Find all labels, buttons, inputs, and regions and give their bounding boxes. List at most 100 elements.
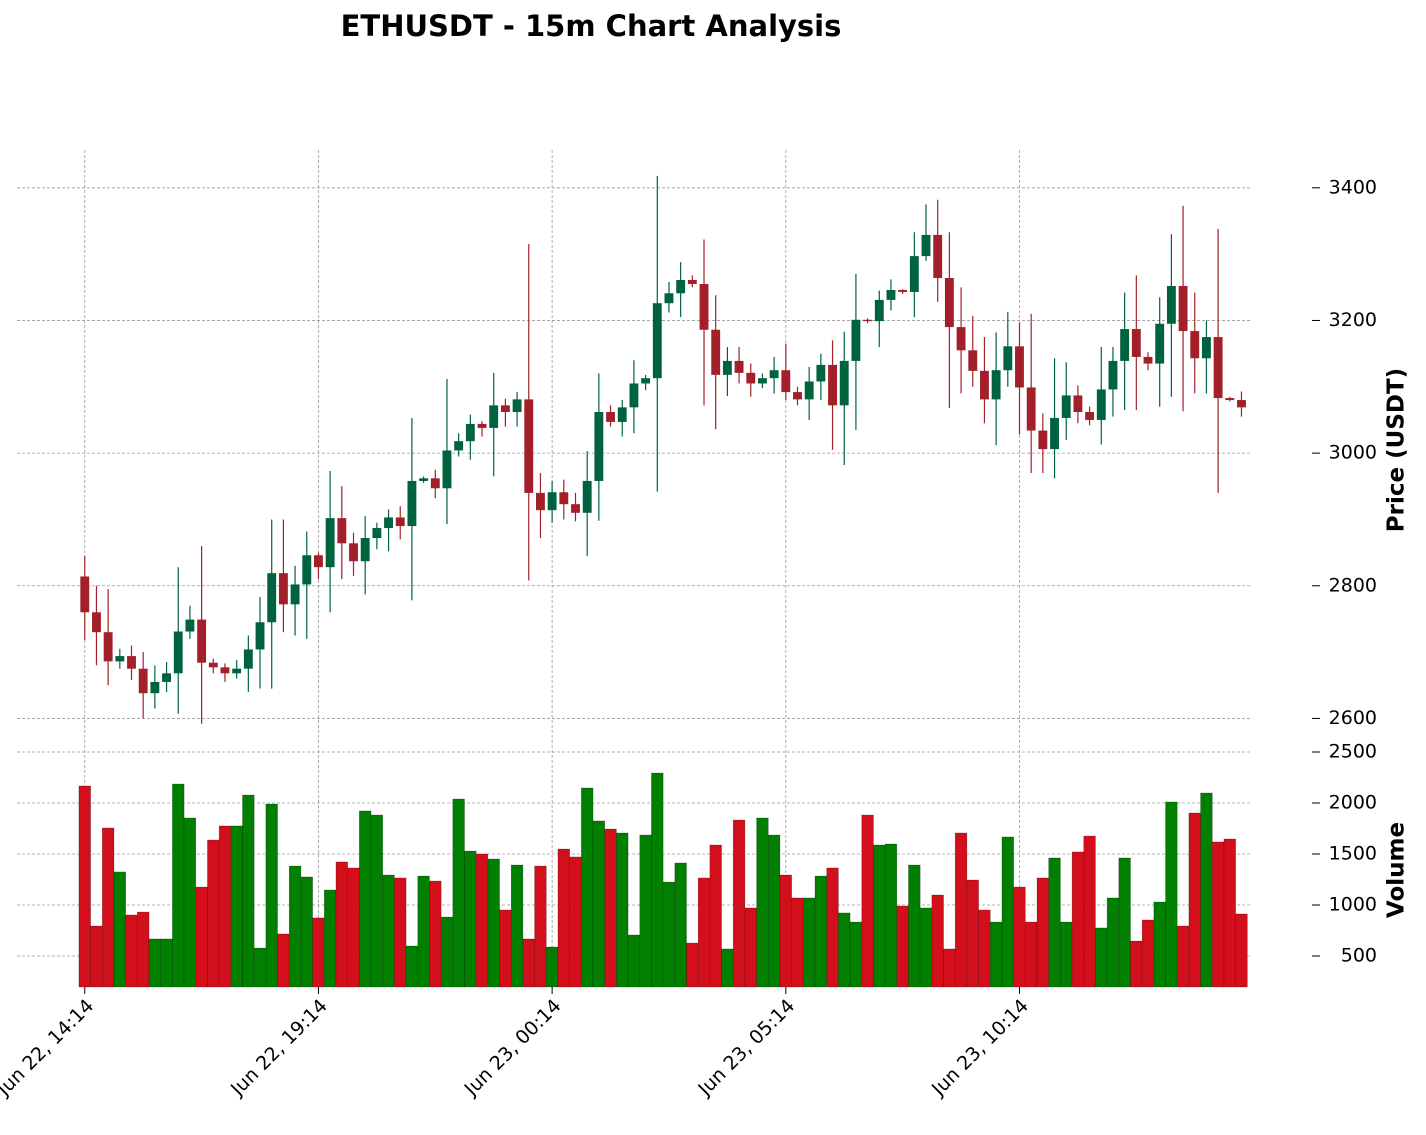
x-tick-label: Jun 22, 14:14 [0, 995, 98, 1101]
candle-body [337, 518, 347, 544]
volume-bar [253, 947, 267, 988]
candle-body [185, 619, 195, 632]
candle-body [991, 370, 1001, 400]
volume-bar [838, 912, 851, 988]
volume-bar [627, 934, 641, 988]
volume-bar [499, 909, 512, 988]
candle-body [641, 378, 651, 384]
y2-tick-label: 2500 [1329, 741, 1377, 763]
candle-body [92, 612, 101, 633]
volume-bar [896, 905, 909, 988]
candle-body [1038, 430, 1048, 450]
candle-body [1108, 360, 1118, 390]
candle-body [594, 411, 604, 481]
volume-bar [616, 832, 629, 988]
volume-bar [1025, 921, 1038, 988]
candle-body [1061, 395, 1071, 418]
volume-bar [557, 848, 570, 988]
volume-bar [405, 945, 419, 988]
candle-body [524, 399, 534, 493]
candle-body [909, 256, 919, 292]
volume-bar [335, 861, 348, 988]
candle-body [758, 378, 767, 384]
candle-body [1166, 285, 1176, 324]
candle-body [898, 289, 908, 292]
candle-body [582, 480, 592, 513]
candle-body [465, 423, 475, 442]
y-tick-label: 2800 [1329, 574, 1377, 596]
candle-body [314, 555, 323, 568]
volume-bar [172, 783, 185, 988]
candle-body [921, 234, 931, 257]
volume-bar [756, 817, 769, 988]
candle-body [290, 584, 300, 605]
volume-bar [183, 817, 197, 988]
candle-body [769, 370, 779, 379]
candle-body [454, 441, 464, 451]
volume-bar [581, 787, 594, 988]
volume-bar [1235, 913, 1248, 988]
x-tick-label: Jun 23, 10:14 [927, 995, 1033, 1101]
y-tick-label: 3000 [1329, 442, 1377, 464]
volume-bar [487, 858, 500, 988]
candle-body [255, 622, 265, 650]
volume-bar [674, 862, 687, 988]
candle-body [874, 299, 884, 322]
volume-bar [1223, 838, 1236, 988]
volume-bar [592, 820, 606, 988]
candle-body [419, 478, 429, 481]
y2-tick-label: 2000 [1329, 791, 1377, 813]
candle-body [828, 364, 837, 406]
volume-bar [1200, 792, 1213, 988]
volume-bar [803, 897, 816, 988]
volume-bar [931, 894, 944, 988]
volume-bar [370, 814, 384, 988]
volume-bar [1001, 836, 1014, 988]
volume-bar [218, 825, 232, 988]
candle-body [979, 370, 989, 400]
candle-body [115, 656, 125, 662]
candle-body [372, 528, 382, 539]
candle-body [804, 381, 814, 400]
candle-body [606, 411, 615, 422]
volume-bar [230, 825, 243, 988]
candle-body [547, 492, 557, 511]
volume-bar [651, 772, 664, 988]
volume-bar [767, 834, 781, 988]
candle-body [430, 478, 440, 489]
volume-bar [861, 814, 874, 988]
candle-body [781, 370, 791, 393]
candle-body [442, 450, 452, 489]
candle-body [571, 504, 580, 513]
candle-body [676, 280, 686, 294]
volume-bar [300, 876, 313, 988]
candle-body [384, 517, 393, 529]
volume-bar [639, 834, 652, 988]
candle-body [1073, 395, 1083, 412]
volume-bar [452, 798, 465, 988]
candle-body [489, 405, 499, 428]
volume-bar [510, 864, 524, 988]
volume-bar [277, 933, 290, 988]
volume-bar [195, 886, 208, 988]
x-tick-label: Jun 22, 19:14 [226, 995, 332, 1101]
candle-body [127, 656, 136, 669]
volume-bar [1060, 921, 1073, 988]
candle-body [617, 407, 627, 422]
candle-body [722, 360, 732, 375]
candle-body [944, 278, 954, 328]
volume-bar [826, 867, 839, 988]
volume-bar [160, 938, 173, 988]
candle-body [1155, 323, 1165, 364]
candle-body [1085, 411, 1095, 420]
candle-body [220, 667, 230, 674]
candle-body [629, 383, 639, 408]
volume-bar [697, 877, 711, 988]
candle-body [664, 293, 674, 304]
candle-body [1015, 346, 1024, 388]
volume-bar [732, 819, 746, 988]
candle-body [886, 289, 896, 300]
x-tick-label: Jun 23, 00:14 [460, 995, 566, 1101]
volume-bar [1130, 940, 1143, 988]
